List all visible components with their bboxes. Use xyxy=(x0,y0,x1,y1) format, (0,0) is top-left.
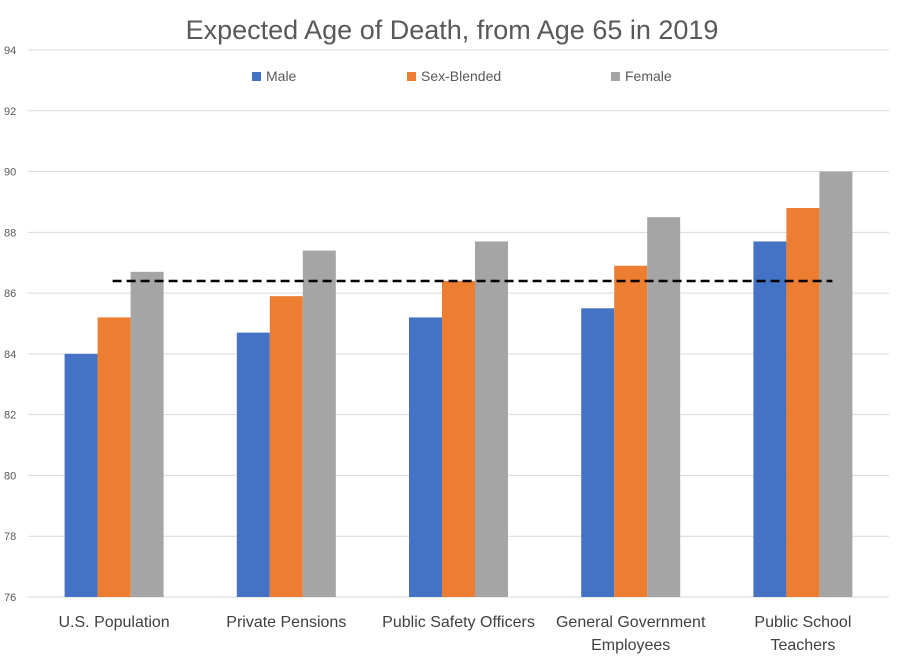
bar-female xyxy=(819,171,853,598)
bar-sex-blended xyxy=(786,208,820,597)
legend-label: Male xyxy=(266,68,297,84)
legend: Male Sex-Blended Female xyxy=(252,68,672,84)
legend-label: Female xyxy=(625,68,672,84)
x-tick-label: U.S. Population xyxy=(59,614,170,631)
x-tick-label: Public School xyxy=(754,614,851,631)
y-tick-label: 82 xyxy=(4,410,16,422)
bar-male xyxy=(753,241,787,597)
legend-label: Sex-Blended xyxy=(421,68,501,84)
y-tick-label: 92 xyxy=(4,106,16,118)
bar-sex-blended xyxy=(269,296,303,597)
bar-female xyxy=(475,241,508,597)
y-tick-label: 76 xyxy=(4,592,16,604)
bars xyxy=(64,171,853,598)
x-tick-label: Public Safety Officers xyxy=(382,614,535,631)
bar-sex-blended xyxy=(442,280,475,597)
x-tick-label: Private Pensions xyxy=(226,614,346,631)
bar-male xyxy=(64,353,98,597)
bar-male xyxy=(409,317,442,597)
bar-female xyxy=(302,250,336,598)
bar-male xyxy=(581,308,615,597)
y-tick-label: 86 xyxy=(4,288,16,300)
legend-swatch xyxy=(611,72,620,81)
bar-female xyxy=(647,217,681,597)
bar-sex-blended xyxy=(614,265,648,597)
y-tick-label: 94 xyxy=(4,45,16,57)
bar-male xyxy=(236,332,270,597)
x-tick-label: General Government xyxy=(556,614,706,631)
legend-swatch xyxy=(407,72,416,81)
bar-sex-blended xyxy=(97,317,131,597)
y-tick-label: 90 xyxy=(4,167,16,179)
y-axis: 76 78 80 82 84 86 88 90 92 94 xyxy=(4,45,16,604)
x-axis: U.S. Population Private Pensions Public Sa… xyxy=(59,614,852,654)
legend-swatch xyxy=(252,72,261,81)
x-tick-label: Teachers xyxy=(770,637,835,654)
y-tick-label: 88 xyxy=(4,227,16,239)
bar-female xyxy=(130,271,164,597)
x-tick-label: Employees xyxy=(591,637,670,654)
y-tick-label: 84 xyxy=(4,349,16,361)
y-tick-label: 80 xyxy=(4,470,16,482)
y-tick-label: 78 xyxy=(4,531,16,543)
chart-title: Expected Age of Death, from Age 65 in 20… xyxy=(186,15,719,45)
